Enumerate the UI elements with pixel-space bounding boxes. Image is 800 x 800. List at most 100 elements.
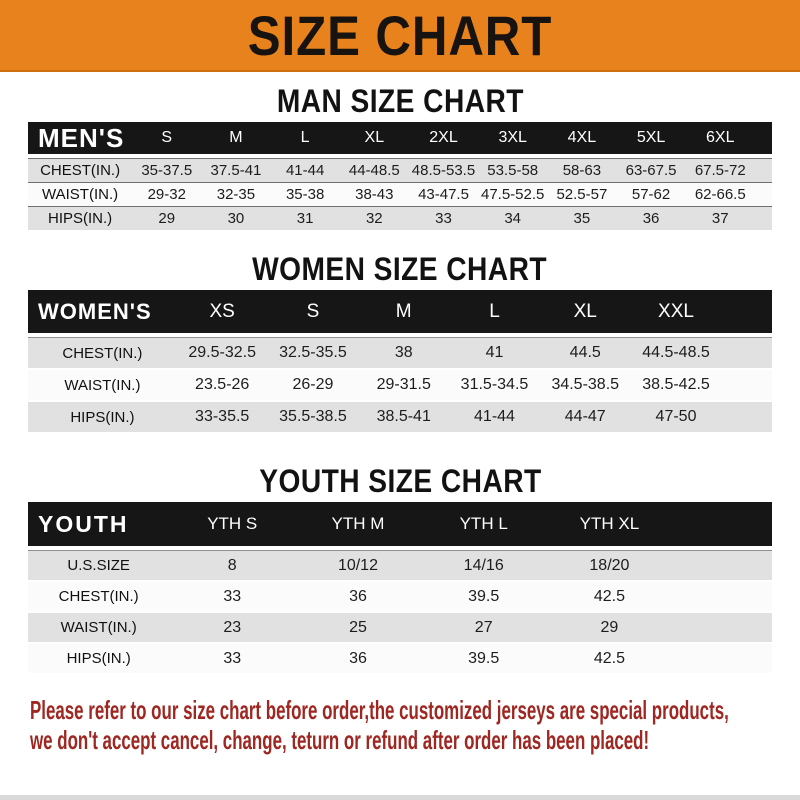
size-value: 38	[358, 337, 450, 368]
row-label: WAIST(IN.)	[28, 182, 133, 206]
women-table-header-row: WOMEN'S XS S M L XL XXL	[28, 290, 772, 337]
size-value: 39.5	[420, 580, 547, 611]
spacer-cell	[672, 611, 772, 642]
women-col-header: XS	[176, 290, 268, 337]
youth-chest-row: CHEST(IN.) 33 36 39.5 42.5	[28, 580, 772, 611]
size-value: 47.5-52.5	[478, 182, 548, 206]
size-value: 32.5-35.5	[267, 337, 359, 368]
women-col-header: M	[358, 290, 450, 337]
row-label: HIPS(IN.)	[28, 206, 133, 230]
youth-table-title: YOUTH	[28, 502, 170, 550]
spacer-cell	[754, 158, 772, 182]
spacer-cell	[672, 642, 772, 673]
size-value: 32-35	[201, 182, 271, 206]
size-value: 10/12	[295, 550, 421, 580]
size-value: 44-48.5	[339, 158, 409, 182]
spacer-cell	[672, 550, 772, 580]
size-value: 29-31.5	[358, 368, 450, 400]
size-value: 33	[408, 206, 479, 230]
size-value: 38.5-42.5	[630, 368, 722, 400]
men-col-header: M	[201, 122, 271, 158]
spacer-cell	[754, 206, 772, 230]
row-label: CHEST(IN.)	[28, 337, 177, 368]
size-value: 52.5-57	[547, 182, 617, 206]
men-section-heading-text: MAN SIZE CHART	[276, 83, 524, 119]
men-hips-row: HIPS(IN.) 29 30 31 32 33 34 35 36 37	[28, 206, 772, 230]
youth-col-header: YTH S	[169, 502, 296, 550]
size-value: 43-47.5	[408, 182, 479, 206]
size-value: 32	[339, 206, 409, 230]
size-value: 27	[420, 611, 547, 642]
row-label: U.S.SIZE	[28, 550, 170, 580]
size-value: 29	[132, 206, 202, 230]
men-section-heading: MAN SIZE CHART	[0, 84, 800, 122]
size-value: 33-35.5	[176, 400, 268, 432]
youth-col-header: YTH M	[295, 502, 421, 550]
youth-col-header: YTH L	[420, 502, 547, 550]
size-value: 47-50	[630, 400, 722, 432]
spacer-cell	[754, 122, 772, 158]
men-col-header: 2XL	[408, 122, 479, 158]
size-value: 37	[685, 206, 755, 230]
bottom-border-strip	[0, 795, 800, 800]
men-col-header: L	[270, 122, 340, 158]
men-col-header: XL	[339, 122, 409, 158]
size-value: 36	[616, 206, 686, 230]
size-value: 67.5-72	[685, 158, 755, 182]
youth-size-table: YOUTH YTH S YTH M YTH L YTH XL U.S.SIZE …	[28, 502, 772, 673]
size-value: 31.5-34.5	[449, 368, 540, 400]
size-value: 33	[169, 580, 296, 611]
women-section-heading: WOMEN SIZE CHART	[0, 252, 800, 290]
spacer-cell	[754, 182, 772, 206]
size-value: 35-38	[270, 182, 340, 206]
men-col-header: 3XL	[478, 122, 548, 158]
men-col-header: 5XL	[616, 122, 686, 158]
size-value: 36	[295, 580, 421, 611]
men-chest-row: CHEST(IN.) 35-37.5 37.5-41 41-44 44-48.5…	[28, 158, 772, 182]
size-value: 8	[169, 550, 296, 580]
men-col-header: 4XL	[547, 122, 617, 158]
youth-hips-row: HIPS(IN.) 33 36 39.5 42.5	[28, 642, 772, 673]
women-col-header: XL	[539, 290, 631, 337]
spacer-cell	[672, 502, 772, 550]
spacer-cell	[721, 368, 772, 400]
footer-line-1: Please refer to our size chart before or…	[30, 695, 729, 725]
size-value: 23	[169, 611, 296, 642]
size-value: 14/16	[420, 550, 547, 580]
row-label: CHEST(IN.)	[28, 580, 170, 611]
men-col-header: S	[132, 122, 202, 158]
size-value: 34.5-38.5	[539, 368, 631, 400]
youth-section-heading-text: YOUTH SIZE CHART	[258, 463, 542, 499]
size-value: 37.5-41	[201, 158, 271, 182]
size-value: 26-29	[267, 368, 359, 400]
youth-section-heading: YOUTH SIZE CHART	[0, 464, 800, 502]
footer-line-2: we don't accept cancel, change, teturn o…	[30, 725, 650, 755]
women-col-header: L	[449, 290, 540, 337]
row-label: CHEST(IN.)	[28, 158, 133, 182]
youth-table-header-row: YOUTH YTH S YTH M YTH L YTH XL	[28, 502, 772, 550]
size-value: 30	[201, 206, 271, 230]
size-value: 42.5	[546, 642, 673, 673]
men-waist-row: WAIST(IN.) 29-32 32-35 35-38 38-43 43-47…	[28, 182, 772, 206]
row-label: HIPS(IN.)	[28, 642, 170, 673]
size-value: 33	[169, 642, 296, 673]
women-hips-row: HIPS(IN.) 33-35.5 35.5-38.5 38.5-41 41-4…	[28, 400, 772, 432]
size-value: 34	[478, 206, 548, 230]
size-value: 35	[547, 206, 617, 230]
row-label: WAIST(IN.)	[28, 368, 177, 400]
size-value: 38.5-41	[358, 400, 450, 432]
size-value: 38-43	[339, 182, 409, 206]
size-value: 44.5	[539, 337, 631, 368]
size-value: 36	[295, 642, 421, 673]
size-value: 63-67.5	[616, 158, 686, 182]
women-col-header: S	[267, 290, 359, 337]
size-value: 41-44	[270, 158, 340, 182]
footer-note: Please refer to our size chart before or…	[30, 695, 800, 755]
row-label: WAIST(IN.)	[28, 611, 170, 642]
spacer-cell	[721, 400, 772, 432]
men-col-header: 6XL	[685, 122, 755, 158]
size-value: 41-44	[449, 400, 540, 432]
size-value: 53.5-58	[478, 158, 548, 182]
size-value: 18/20	[546, 550, 673, 580]
